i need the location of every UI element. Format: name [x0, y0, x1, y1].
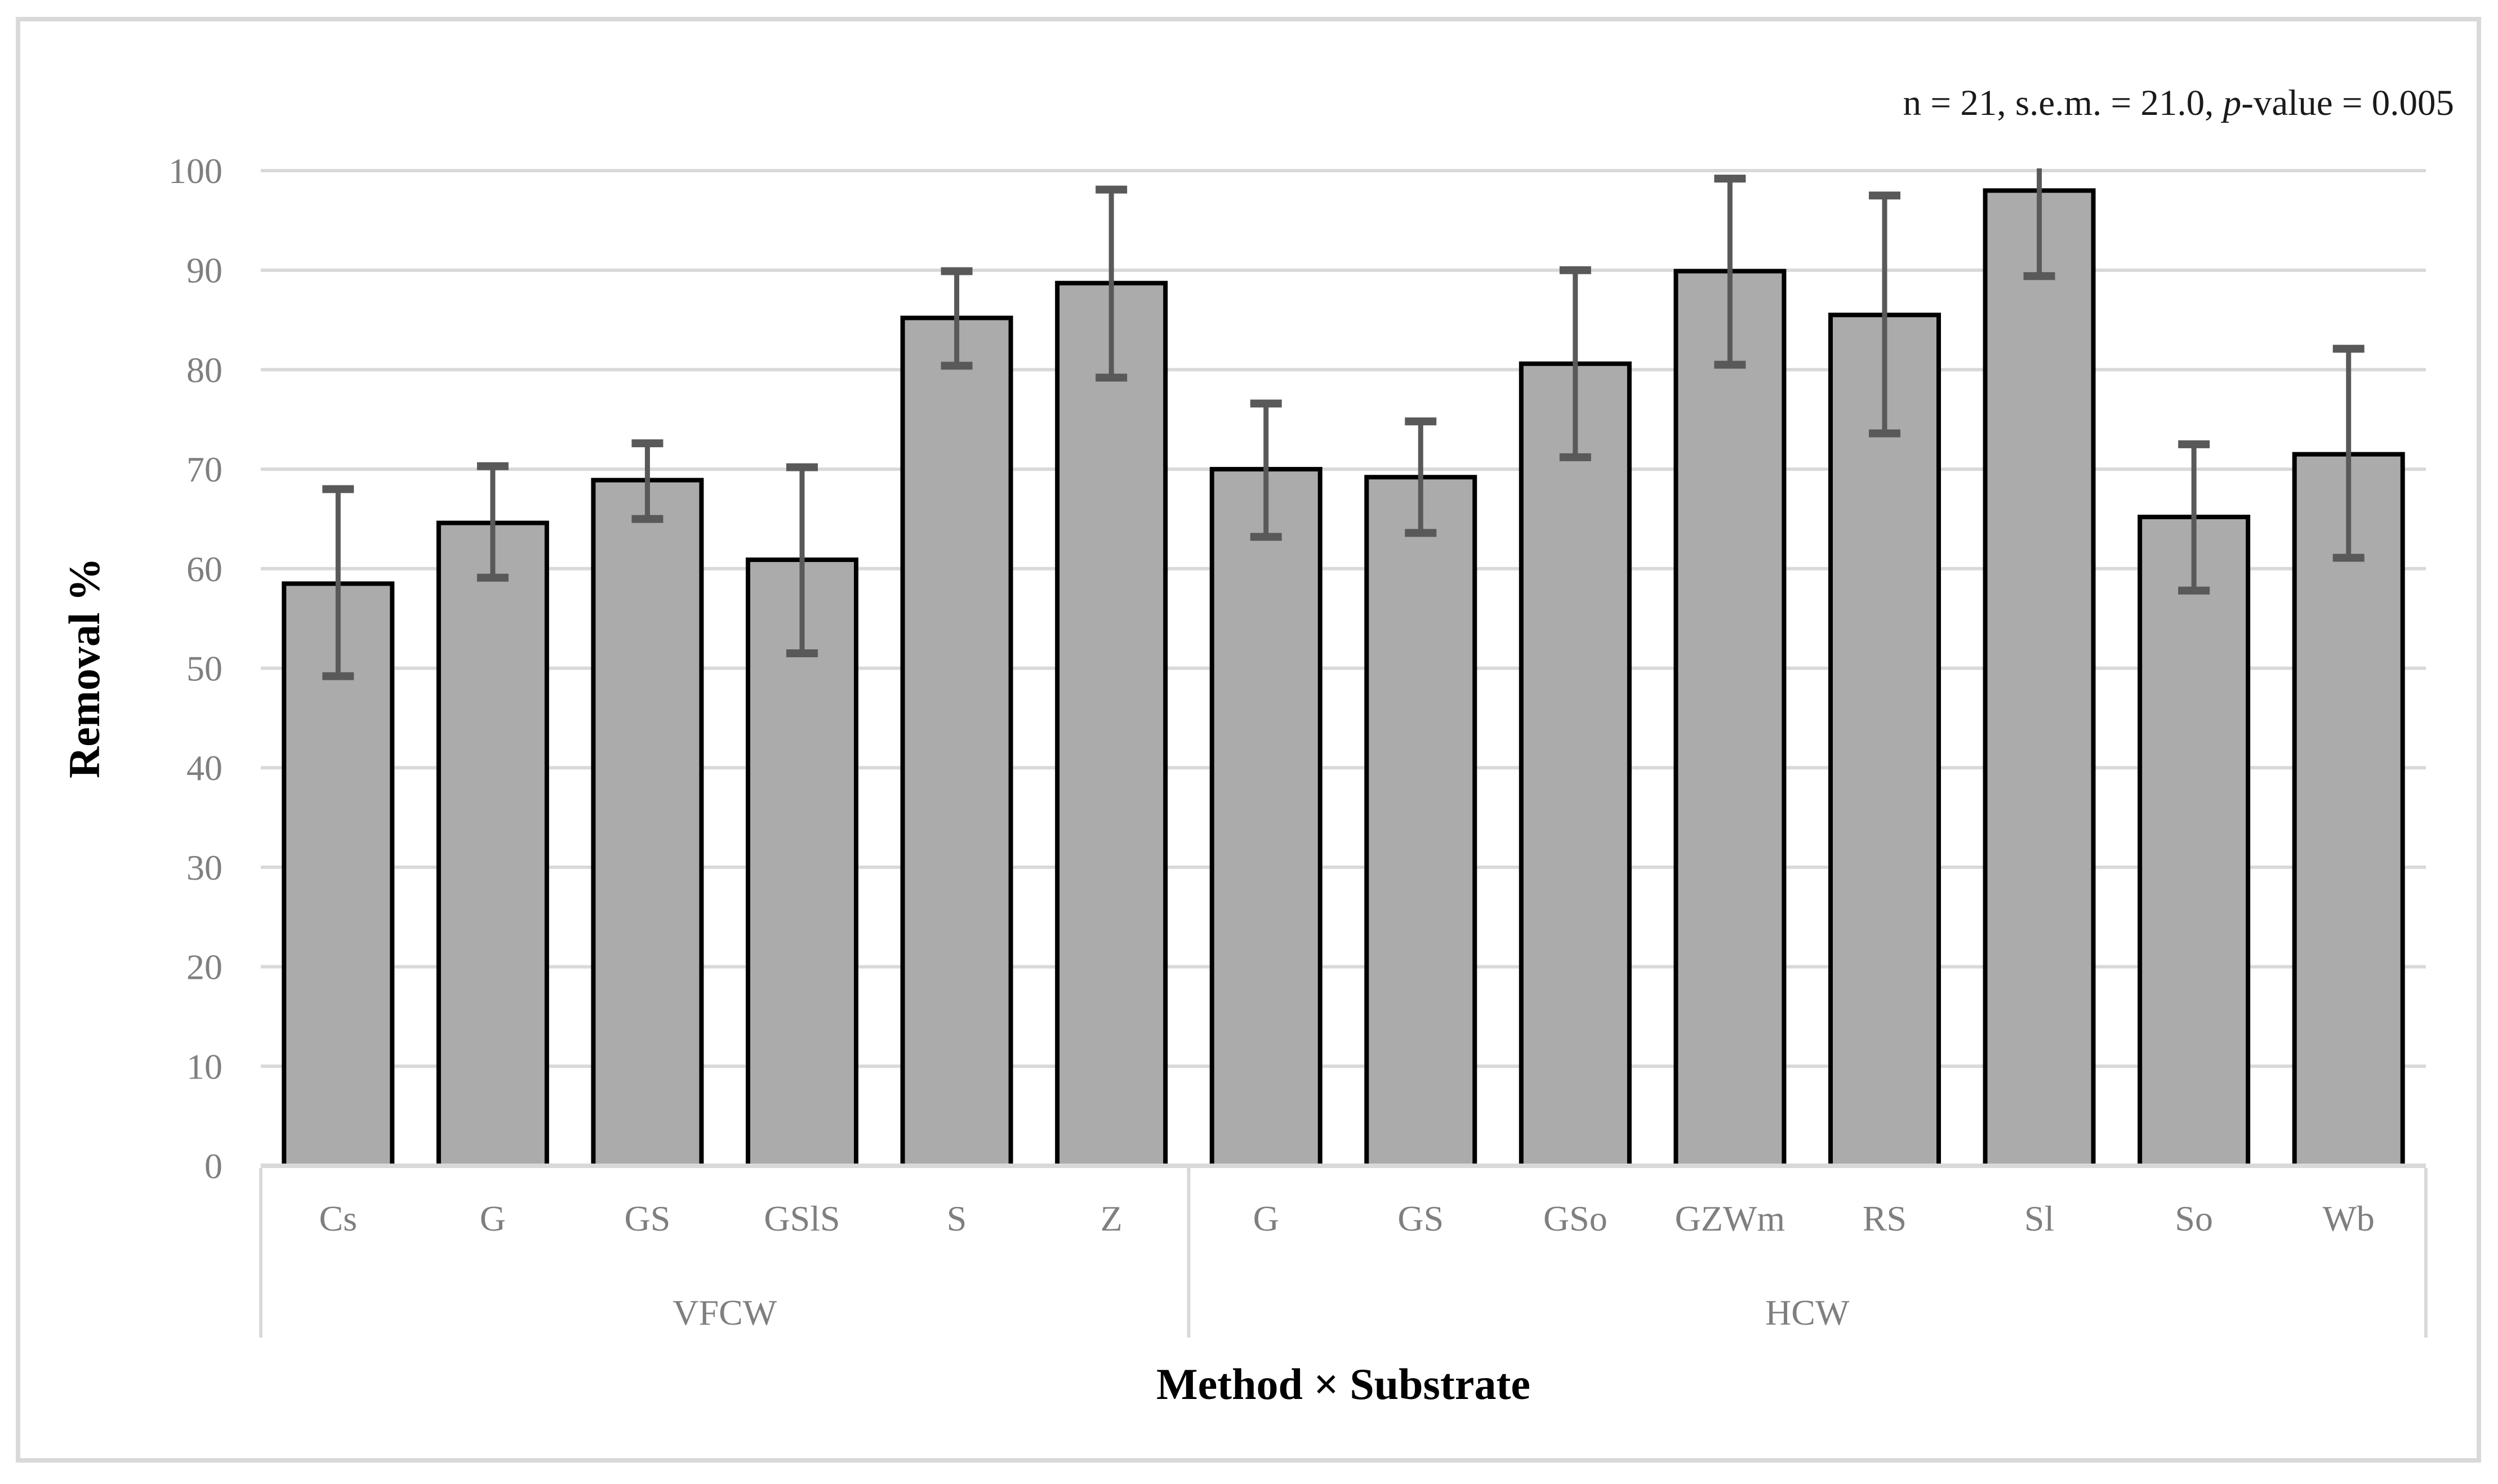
bar-z-5 [1055, 280, 1168, 1168]
bar-s-4 [900, 315, 1013, 1168]
y-tick-label-70: 70 [186, 449, 222, 489]
group-label-vfcw: VFCW [673, 1293, 777, 1333]
category-label-wb-13: Wb [2323, 1198, 2375, 1238]
bar-gs-2 [591, 478, 704, 1168]
category-label-gs-7: GS [1397, 1198, 1444, 1238]
y-tick-label-40: 40 [186, 748, 222, 788]
error-bar-wb-13 [2332, 345, 2365, 562]
stats-annotation: n = 21, s.e.m. = 21.0, p-value = 0.005 [1903, 82, 2454, 124]
gridlines-layer [261, 169, 2426, 1068]
bars-layer [282, 188, 2405, 1169]
y-tick-label-30: 30 [186, 848, 222, 888]
error-bar-gs-2 [631, 439, 664, 523]
error-bar-gso-8 [1559, 266, 1591, 461]
error-bar-g-6 [1250, 399, 1282, 541]
category-label-g-1: G [480, 1198, 506, 1238]
category-label-z-5: Z [1101, 1198, 1123, 1238]
y-tick-label-100: 100 [168, 151, 222, 191]
bar-g-6 [1209, 467, 1323, 1168]
error-bar-cs-0 [322, 485, 354, 680]
error-bar-gsls-3 [786, 463, 818, 657]
bar-sl-11 [1983, 188, 2096, 1169]
error-bar-z-5 [1096, 185, 1128, 382]
bar-cs-0 [282, 581, 395, 1168]
y-tick-label-60: 60 [186, 549, 222, 589]
error-bar-sl-11 [2023, 168, 2055, 280]
y-tick-label-80: 80 [186, 350, 222, 390]
category-label-so-12: So [2175, 1198, 2213, 1238]
error-bar-so-12 [2178, 440, 2210, 595]
category-label-gsls-3: GSlS [764, 1198, 840, 1238]
category-label-g-6: G [1253, 1198, 1279, 1238]
y-tick-label-10: 10 [186, 1046, 222, 1086]
error-bar-s-4 [941, 267, 973, 370]
error-bar-rs-10 [1869, 191, 1900, 438]
y-axis-title: Removal % [60, 557, 109, 779]
y-tick-label-90: 90 [186, 251, 222, 291]
axis-labels-layer: 0 10 20 30 40 50 60 70 80 90 100 Cs G GS GSlS S Z G GS GSo G… [168, 151, 2428, 1338]
stats-annotation-prefix: n = 21, s.e.m. = 21.0, [1903, 83, 2223, 123]
bar-gso-8 [1519, 361, 1632, 1168]
bar-g-1 [436, 520, 549, 1169]
error-bar-gzwm-9 [1714, 175, 1746, 369]
bar-gsls-3 [746, 557, 858, 1168]
stats-annotation-p: p [2223, 83, 2242, 123]
error-bar-gs-7 [1405, 417, 1437, 537]
error-bar-g-1 [477, 462, 509, 582]
bar-rs-10 [1828, 313, 1941, 1169]
stats-annotation-suffix: -value = 0.005 [2241, 83, 2454, 123]
group-label-hcw: HCW [1765, 1293, 1850, 1333]
category-label-gso-8: GSo [1543, 1198, 1608, 1238]
x-axis-title: Method × Substrate [1156, 1360, 1531, 1409]
category-label-gzwm-9: GZWm [1675, 1198, 1785, 1238]
bar-gzwm-9 [1673, 269, 1787, 1168]
category-label-s-4: S [947, 1198, 967, 1238]
category-label-cs-0: Cs [319, 1198, 357, 1238]
y-tick-label-0: 0 [204, 1146, 222, 1186]
bar-wb-13 [2292, 452, 2405, 1168]
y-tick-label-20: 20 [186, 947, 222, 987]
y-tick-label-50: 50 [186, 649, 222, 689]
category-label-sl-11: Sl [2024, 1198, 2054, 1238]
bar-so-12 [2138, 514, 2251, 1168]
error-bars-layer [322, 168, 2365, 680]
category-label-rs-10: RS [1863, 1198, 1907, 1238]
bar-gs-7 [1364, 475, 1477, 1169]
category-label-gs-2: GS [625, 1198, 671, 1238]
